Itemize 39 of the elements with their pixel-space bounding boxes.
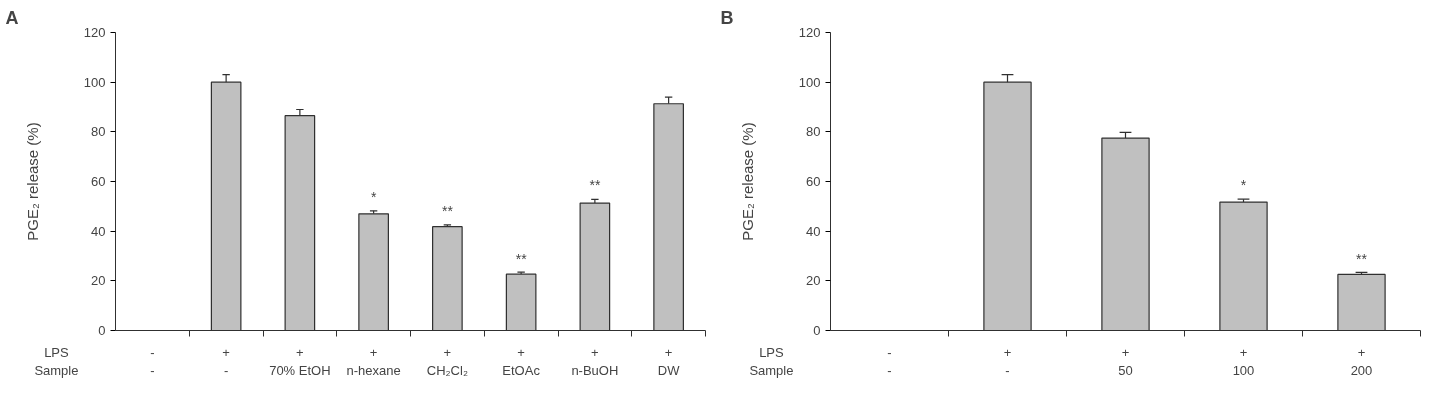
x-tick-label: + DW [657,344,681,378]
annotation: * [1240,177,1247,194]
y-tick-label: 20 [806,273,821,289]
y-tick-label: 20 [91,273,106,289]
y-axis-title: PGE₂ release (%) [23,122,41,241]
y-axis-title: PGE₂ release (%) [738,122,756,241]
x-tick-label: + 50 [1118,344,1133,378]
y-tick-label: 0 [98,323,106,338]
y-tick-label: 100 [798,74,821,90]
x-tick-label: + 70% EtOH [269,344,331,378]
annotation: ** [441,202,454,219]
text: LPS Sample [749,344,794,378]
y-tick-label: 60 [91,174,106,189]
annotation: ** [589,177,601,194]
y-tick-label: 80 [806,124,821,140]
text: LPS Sample [34,344,79,378]
annotation: ** [515,250,528,267]
x-tick-label: + - [222,344,230,378]
y-tick-label: 80 [91,124,106,140]
y-tick-label: 40 [91,223,106,239]
chart-title: B [720,7,734,28]
x-tick-label: + - [1003,344,1012,378]
x-tick-label: + EtOAc [502,344,541,378]
x-tick-label: + n-BuOH [571,344,619,378]
chart-title: A [5,7,19,28]
y-tick-label: 120 [83,25,106,40]
annotation: * [370,188,377,205]
x-tick-label: - - [887,344,892,378]
x-tick-label: + 100 [1232,344,1255,378]
annotation: ** [1356,250,1368,267]
x-tick-label: + n-hexane [346,344,401,378]
y-tick-label: 60 [806,174,821,189]
x-tick-label: + 200 [1350,344,1373,378]
y-tick-label: 100 [83,74,106,90]
x-tick-label: - - [150,344,155,378]
y-tick-label: 120 [798,25,821,40]
y-tick-label: 0 [813,323,821,338]
x-tick-label: + CH₂Cl₂ [426,344,468,378]
y-tick-label: 40 [806,223,821,239]
